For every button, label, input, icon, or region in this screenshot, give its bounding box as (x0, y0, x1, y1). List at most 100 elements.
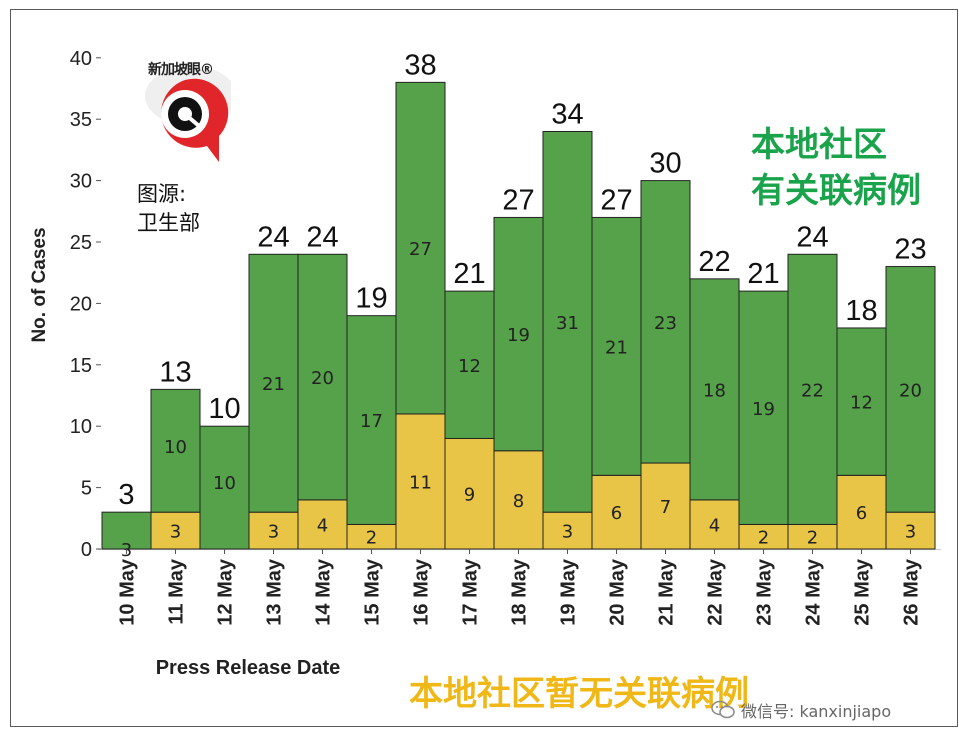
bar-unlinked (885, 511, 936, 550)
bar-linked (346, 315, 397, 525)
bar-linked (591, 216, 642, 476)
bar-label-linked: 20 (899, 380, 922, 401)
y-axis-layer: 0 5 10 15 20 25 30 35 40 (70, 48, 941, 561)
bar-linked (248, 253, 299, 513)
bar-linked (542, 130, 593, 513)
bar-label-linked: 23 (654, 313, 677, 334)
bar-total-label: 21 (453, 258, 485, 290)
x-tick-label: 20 May (607, 558, 629, 626)
bar-label-unlinked: 3 (562, 522, 573, 543)
bar-label-linked: 21 (605, 337, 628, 358)
bar-total-label: 38 (404, 49, 436, 81)
bars-layer (101, 81, 936, 550)
x-tick-label: 10 May (117, 558, 139, 626)
labels-layer: 3331013101032124420242171911273891221819… (118, 49, 926, 561)
bar-label-linked: 10 (213, 473, 236, 494)
bar-linked (101, 511, 152, 550)
bar-linked (640, 180, 691, 464)
bar-label-linked: 31 (556, 313, 579, 334)
x-tick-layer: 10 May 11 May 12 May 13 May 14 May 15 May 16 M… (117, 549, 923, 626)
bar-unlinked (493, 450, 544, 550)
bar-linked (493, 216, 544, 452)
bar-unlinked (689, 499, 740, 550)
bar-total-label: 18 (845, 295, 877, 327)
bar-linked (395, 81, 446, 415)
x-tick-label: 11 May (166, 558, 188, 624)
bar-linked (150, 388, 201, 513)
bar-label-unlinked: 9 (464, 485, 475, 506)
bar-label-unlinked: 11 (409, 472, 432, 493)
bar-total-label: 27 (600, 184, 632, 216)
bar-unlinked (444, 437, 495, 550)
bar-total-label: 23 (894, 234, 926, 266)
bar-total-label: 13 (159, 356, 191, 388)
x-tick-label: 26 May (901, 558, 923, 626)
x-tick-label: 16 May (411, 558, 433, 626)
y-tick-label: 25 (70, 232, 92, 254)
bar-total-label: 24 (306, 221, 338, 253)
bar-total-label: 3 (118, 479, 134, 511)
x-tick-label: 15 May (362, 558, 384, 626)
x-tick-label: 12 May (215, 558, 237, 626)
bar-label-unlinked: 2 (807, 528, 818, 549)
source-line2: 卫生部 (137, 211, 200, 235)
x-tick-label: 24 May (803, 558, 825, 626)
bar-total-label: 24 (796, 221, 828, 253)
bar-label-unlinked: 2 (758, 528, 769, 549)
bar-total-label: 27 (502, 184, 534, 216)
bar-label-linked: 17 (360, 411, 383, 432)
x-tick-label: 18 May (509, 558, 531, 626)
bar-label-unlinked: 4 (709, 515, 720, 536)
bar-label-linked: 18 (703, 380, 726, 401)
bar-label-unlinked: 3 (268, 522, 279, 543)
watermark: 微信号: kanxinjiapo (711, 698, 891, 722)
x-tick-label: 17 May (460, 558, 482, 626)
chart-frame: 0 5 10 15 20 25 30 35 40 3 3 3 10 13 10 10 3 21 24 4 20 24 2 1… (10, 9, 958, 727)
bar-total-label: 10 (208, 393, 240, 425)
y-tick-label: 35 (70, 109, 92, 131)
bar-linked (689, 278, 740, 501)
y-tick-label: 10 (70, 416, 92, 438)
bar-label-unlinked: 4 (317, 515, 328, 536)
bar-total-label: 19 (355, 283, 387, 315)
bar-linked (444, 290, 495, 439)
x-tick-label: 13 May (264, 558, 286, 626)
legend-linked-cases: 本地社区 有关联病例 (751, 122, 921, 214)
bar-label-unlinked: 3 (905, 522, 916, 543)
x-axis-label: Press Release Date (156, 657, 341, 679)
bar-total-label: 34 (551, 98, 583, 130)
bar-label-linked: 10 (164, 437, 187, 458)
y-tick-label: 15 (70, 355, 92, 377)
source-label: 图源: 卫生部 (137, 180, 200, 238)
x-tick-label: 22 May (705, 558, 727, 626)
bar-linked (738, 290, 789, 525)
y-axis-label: No. of Cases (29, 227, 50, 342)
logo-text: 新加坡眼® (148, 62, 214, 78)
bar-label-linked: 19 (752, 399, 775, 420)
y-tick-label: 40 (70, 48, 92, 70)
logo-icon (145, 66, 231, 162)
x-tick-label: 14 May (313, 558, 335, 626)
wechat-icon (711, 700, 735, 719)
bar-label-unlinked: 7 (660, 497, 671, 518)
bar-total-label: 24 (257, 221, 289, 253)
y-tick-label: 0 (81, 539, 92, 561)
bar-label-unlinked: 2 (366, 528, 377, 549)
y-tick-label: 5 (81, 478, 92, 500)
bar-unlinked (738, 523, 789, 550)
y-tick-label: 20 (70, 293, 92, 315)
bar-label-unlinked: 8 (513, 491, 524, 512)
bar-total-label: 30 (649, 148, 681, 180)
bar-label-unlinked: 3 (170, 522, 181, 543)
y-tick-label: 30 (70, 171, 92, 193)
bar-label-linked: 22 (801, 380, 824, 401)
legend-linked-line1: 本地社区 (751, 125, 887, 165)
x-tick-label: 21 May (656, 558, 678, 626)
bar-label-linked: 20 (311, 368, 334, 389)
x-tick-label: 19 May (558, 558, 580, 626)
bar-label-unlinked: 6 (611, 503, 622, 524)
bar-label-linked: 12 (850, 393, 873, 414)
bar-unlinked (640, 462, 691, 550)
bar-unlinked (248, 511, 299, 550)
